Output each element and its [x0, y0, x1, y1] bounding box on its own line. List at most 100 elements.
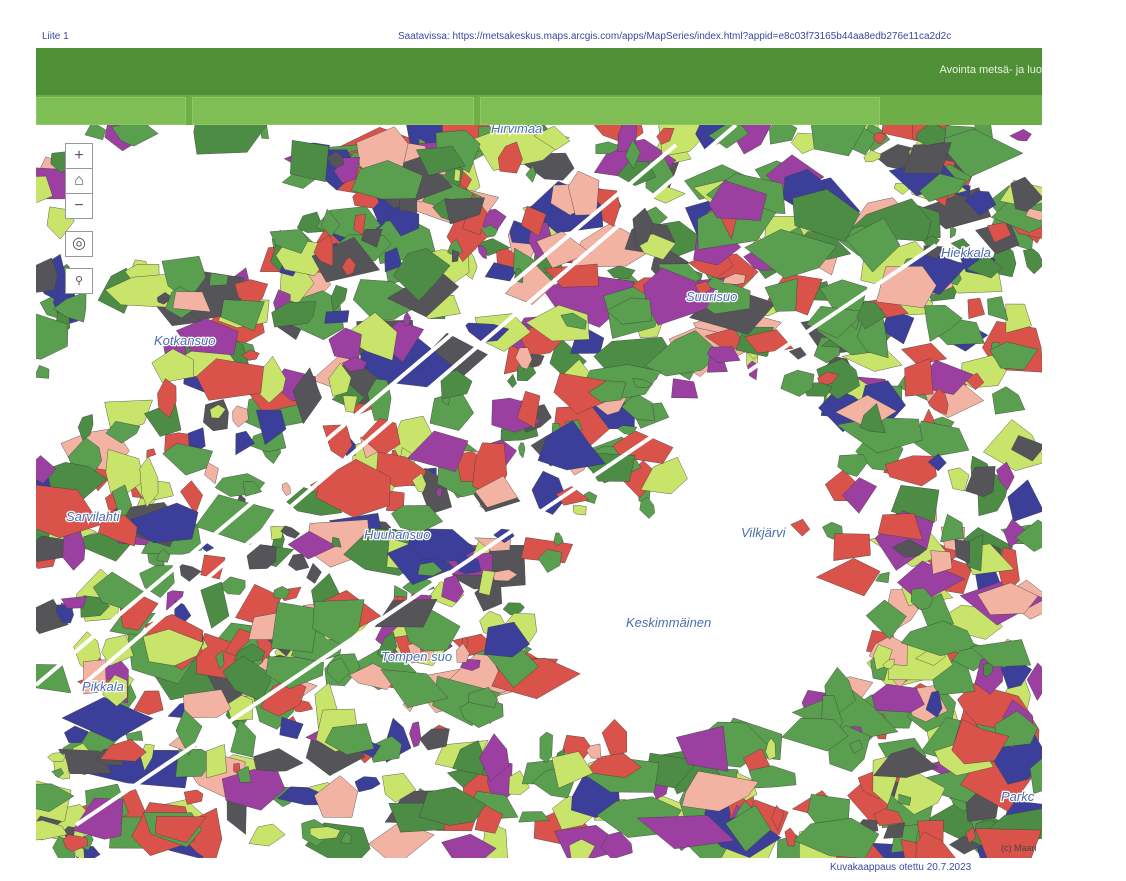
forest-stand: [111, 125, 159, 147]
forest-stand: [640, 456, 688, 495]
forest-stand: [52, 291, 87, 323]
forest-stand: [769, 125, 798, 145]
forest-stand: [560, 312, 587, 330]
forest-stand: [409, 721, 422, 748]
forest-stand: [84, 125, 106, 141]
forest-stand: [417, 561, 443, 577]
forest-stand: [1010, 176, 1042, 212]
forest-stand: [172, 291, 211, 313]
forest-stand: [856, 300, 887, 330]
forest-stand: [151, 348, 195, 383]
forest-stand: [36, 484, 101, 539]
forest-stand: [474, 475, 519, 508]
forest-stand: [36, 313, 69, 360]
place-label: Hirvimaa: [491, 125, 542, 136]
forest-stand: [456, 643, 470, 663]
capture-date: Kuvakaappaus otettu 20.7.2023: [830, 862, 972, 873]
forest-stand: [77, 414, 94, 441]
forest-stand: [987, 296, 1009, 321]
forest-stand: [970, 639, 1031, 668]
map: Hirvimaa Suurisuo Kotkansuo Sarvilahti Huuha…: [36, 125, 1042, 858]
forest-stand: [919, 173, 966, 203]
forest-stand: [209, 404, 226, 419]
forest-stand: [353, 214, 366, 236]
forest-stand: [101, 634, 134, 667]
forest-stand: [625, 139, 641, 170]
forest-stand: [36, 783, 75, 812]
forest-stand: [288, 553, 310, 571]
forest-stand: [518, 811, 551, 823]
forest-stand: [940, 513, 964, 543]
forest-stand: [904, 358, 934, 397]
forest-stand: [898, 793, 912, 806]
forest-stand: [764, 278, 798, 312]
forest-stand: [234, 279, 269, 308]
forest-stand: [497, 141, 523, 174]
tab[interactable]: [192, 97, 474, 125]
forest-stand: [964, 190, 997, 216]
forest-stand: [606, 265, 636, 280]
forest-stand: [586, 743, 602, 759]
forest-stand: [883, 822, 905, 839]
forest-stand: [209, 272, 229, 287]
forest-stand: [121, 502, 199, 544]
forest-stand: [467, 686, 498, 708]
forest-stand: [314, 775, 359, 818]
forest-stand: [903, 142, 952, 174]
forest-stand: [419, 728, 450, 751]
forest-stand: [393, 248, 451, 302]
forest-stand: [873, 808, 904, 827]
forest-stand: [193, 125, 267, 155]
forest-stand: [1026, 662, 1042, 701]
forest-stand: [515, 347, 533, 370]
forest-stand: [273, 586, 291, 599]
forest-stand: [722, 273, 746, 285]
forest-stand: [656, 127, 675, 145]
forest-stand: [84, 749, 192, 789]
tab[interactable]: [36, 97, 186, 125]
attribution: (c) Maan: [1001, 843, 1037, 853]
forest-stand: [811, 125, 867, 157]
forest-stand: [218, 576, 246, 595]
forest-stand: [36, 820, 68, 841]
forest-stand: [280, 525, 301, 539]
forest-stand: [328, 327, 362, 362]
forest-stand: [330, 284, 348, 313]
forest-stand: [516, 390, 541, 429]
forest-stand: [551, 751, 594, 789]
forest-stand: [429, 390, 474, 431]
forest-stand: [156, 549, 171, 563]
forest-stand: [706, 346, 741, 363]
forest-stand: [313, 234, 334, 267]
forest-stand: [162, 443, 213, 476]
forest-stand: [849, 739, 864, 754]
forest-stand: [632, 207, 655, 248]
zoom-in[interactable]: +: [65, 143, 93, 169]
forest-stand: [327, 150, 345, 169]
forest-stand: [232, 405, 249, 428]
forest-stand: [606, 297, 653, 325]
doc-label: Liite 1: [42, 31, 69, 42]
forest-stand: [863, 150, 882, 163]
forest-stand: [156, 292, 171, 305]
home[interactable]: ⌂: [65, 168, 93, 194]
forest-stand: [632, 378, 654, 388]
forest-stand: [793, 817, 880, 858]
forest-stand: [967, 297, 985, 319]
search[interactable]: ⚲: [65, 268, 93, 294]
forest-stand: [765, 737, 776, 761]
forest-stand: [246, 544, 277, 570]
forest-stand: [142, 628, 204, 667]
locate[interactable]: ◎: [65, 231, 93, 257]
forest-stand: [954, 539, 971, 564]
forest-stand: [226, 694, 253, 721]
forest-stand: [833, 533, 871, 561]
forest-stand: [350, 160, 424, 200]
forest-stand: [204, 462, 219, 485]
tab[interactable]: [480, 97, 880, 125]
zoom-out[interactable]: −: [65, 193, 93, 219]
forest-stand: [479, 733, 510, 782]
forest-stand: [146, 448, 157, 458]
place-label: Tompen suo: [381, 649, 452, 664]
forest-stand: [928, 388, 949, 415]
